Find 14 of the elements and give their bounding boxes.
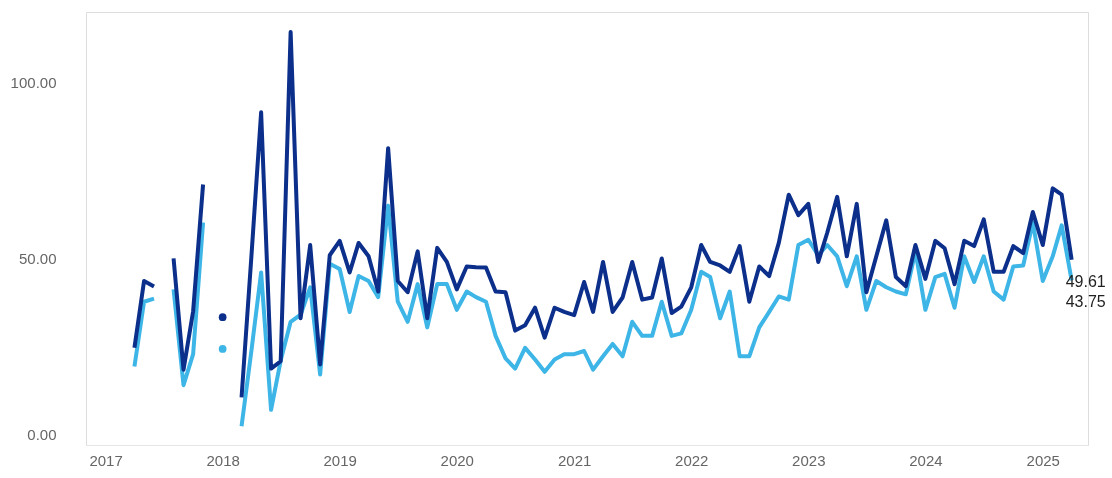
x-tick-label: 2019 [323, 451, 357, 469]
y-tick-label: 50.00 [18, 249, 57, 267]
x-tick-label: 2021 [557, 451, 592, 469]
x-tick-label: 2025 [1026, 451, 1060, 469]
x-tick-label: 2022 [675, 451, 709, 469]
y-tick-label: 0.00 [27, 425, 57, 443]
x-tick-label: 2024 [909, 451, 943, 469]
x-tick-label: 2020 [440, 451, 474, 469]
data-label: 49.61 [1065, 272, 1106, 290]
data-label: 43.75 [1065, 293, 1106, 311]
y-tick-label: 100.00 [10, 73, 57, 91]
x-tick-label: 2017 [89, 451, 123, 469]
x-tick-label: 2018 [206, 451, 240, 469]
x-tick-label: 2023 [792, 451, 826, 469]
